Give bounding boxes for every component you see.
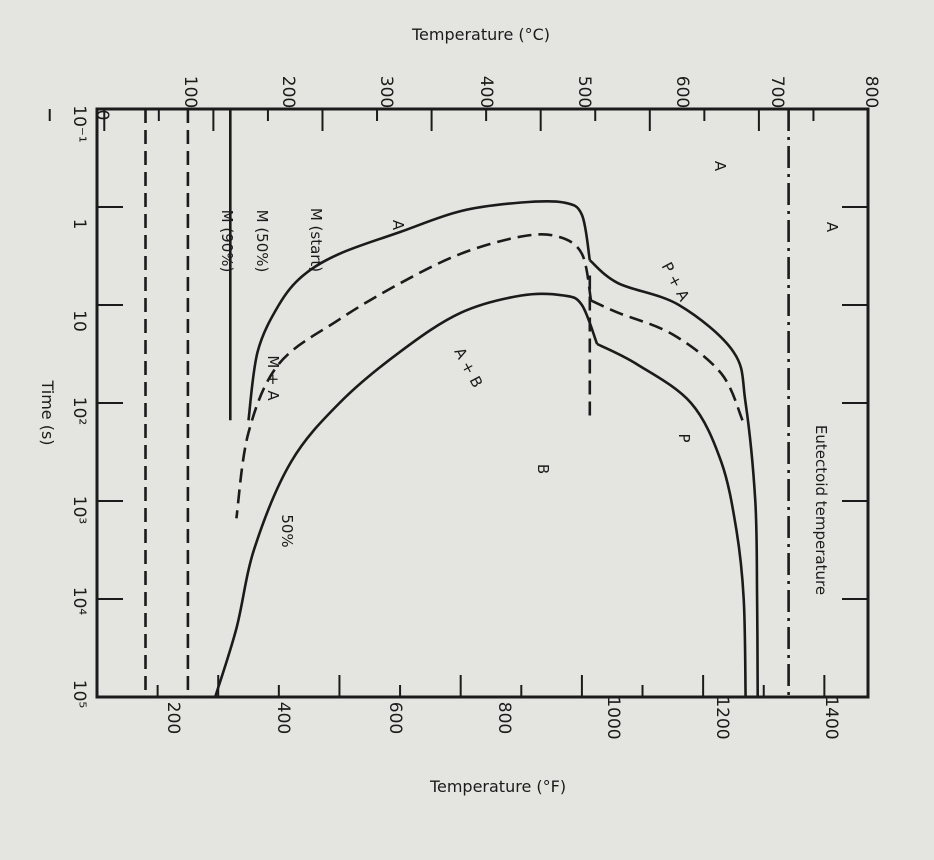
bottom-tick-label: 1400	[821, 696, 841, 739]
x-tick-label: 10⁵	[69, 680, 89, 708]
region-label: 50%	[278, 514, 296, 547]
top-tick-label: 200	[278, 76, 298, 108]
axes	[95, 107, 870, 699]
tick-marks	[48, 108, 869, 698]
top-tick-label: 500	[574, 76, 594, 108]
eutectoid-label: Eutectoid temperature	[812, 425, 830, 595]
region-label: A	[823, 222, 841, 233]
bottom-tick-label: 600	[385, 702, 405, 734]
martensite-50-label: M (50%)	[253, 210, 271, 273]
top-tick-label: 400	[476, 76, 496, 108]
x-tick-label: 10⁻¹	[69, 105, 89, 142]
series-curve-3	[590, 299, 744, 421]
region-label: P	[675, 433, 693, 442]
axis-titles: Temperature (°C) Temperature (°F) Time (…	[38, 25, 566, 796]
x-tick-label: 1	[69, 219, 89, 230]
region-label: B	[534, 464, 552, 474]
region-labels: A A A P P + A A + B B M + A 50% Eutectoi…	[218, 161, 841, 595]
series-curve-5	[596, 342, 747, 698]
top-tick-label: 0	[92, 110, 112, 121]
top-tick-label: 800	[861, 76, 881, 108]
bottom-tick-label: 200	[163, 702, 183, 734]
transformation-curves	[144, 109, 790, 698]
martensite-90-label: M (90%)	[218, 210, 236, 273]
x-tick-label: 10²	[69, 397, 89, 425]
series-curve-1	[588, 259, 759, 698]
top-tick-label: 600	[672, 76, 692, 108]
martensite-start-label: M (start)	[307, 208, 325, 272]
x-tick-label: 10³	[69, 496, 89, 524]
top-tick-label: 700	[767, 76, 787, 108]
region-label: A + B	[450, 345, 486, 391]
bottom-axis-title: Temperature (°F)	[429, 777, 566, 796]
bottom-tick-label: 800	[494, 702, 514, 734]
region-label: A	[711, 161, 729, 172]
series-curve-0	[247, 199, 592, 421]
plot-frame	[95, 107, 870, 699]
x-tick-label: 10	[69, 310, 89, 332]
series-curve-4	[213, 292, 599, 698]
top-tick-label: 100	[180, 76, 200, 108]
x-axis-title: Time (s)	[38, 379, 57, 445]
top-axis-title: Temperature (°C)	[411, 25, 550, 44]
x-tick-label: 10⁴	[69, 587, 89, 616]
series-curve-2	[235, 233, 593, 519]
tick-labels: 0 100 200 300 400 500 600 700 800 10⁻¹ 1…	[69, 76, 881, 740]
region-label: A	[389, 220, 407, 231]
bottom-tick-label: 400	[273, 702, 293, 734]
bottom-tick-label: 1000	[603, 696, 623, 739]
region-label: M + A	[264, 355, 282, 401]
top-tick-label: 300	[376, 76, 396, 108]
bottom-tick-label: 1200	[712, 696, 732, 739]
